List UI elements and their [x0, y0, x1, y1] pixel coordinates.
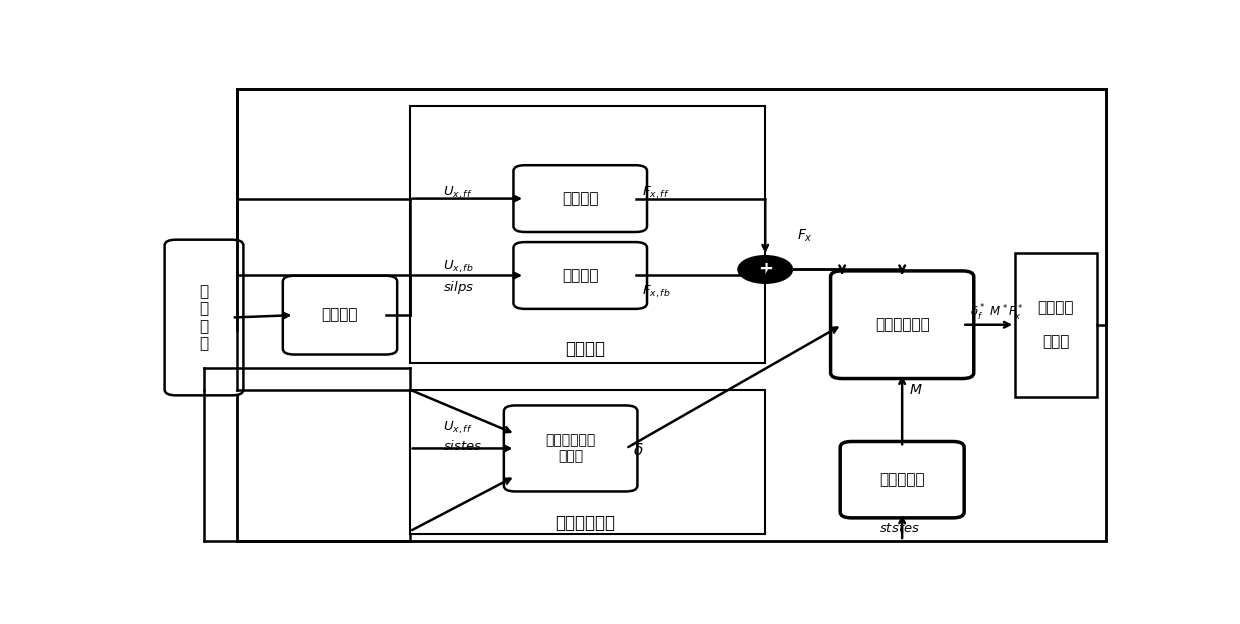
Text: $U_{x,ff}$: $U_{x,ff}$ — [444, 420, 472, 436]
FancyBboxPatch shape — [841, 442, 965, 518]
FancyBboxPatch shape — [831, 271, 973, 379]
Bar — [409, 389, 765, 534]
Text: $ststes$: $ststes$ — [879, 522, 920, 535]
Text: $\delta$: $\delta$ — [632, 442, 644, 457]
Text: 速度规划: 速度规划 — [321, 308, 358, 323]
Text: $M$: $M$ — [909, 383, 923, 397]
Text: $silps$: $silps$ — [444, 279, 475, 296]
Text: $F_{x,fb}$: $F_{x,fb}$ — [642, 284, 671, 300]
FancyBboxPatch shape — [165, 240, 243, 396]
Circle shape — [738, 256, 792, 283]
FancyBboxPatch shape — [513, 165, 647, 232]
Bar — [1016, 253, 1096, 397]
Text: 自适应模型预
测控制: 自适应模型预 测控制 — [546, 433, 595, 464]
Text: $F_x$: $F_x$ — [797, 228, 812, 244]
Text: 博弈协调优化: 博弈协调优化 — [874, 317, 930, 332]
Bar — [409, 106, 765, 363]
FancyBboxPatch shape — [513, 242, 647, 309]
Text: 参
考
路
径: 参 考 路 径 — [200, 284, 208, 351]
Text: 纵向控制: 纵向控制 — [565, 339, 605, 358]
Text: 控制对象

智能车: 控制对象 智能车 — [1038, 300, 1074, 349]
FancyBboxPatch shape — [503, 406, 637, 492]
Text: $U_{x,ff}$: $U_{x,ff}$ — [444, 185, 472, 201]
Text: $sistes$: $sistes$ — [444, 439, 482, 453]
Text: $U_{x,fb}$: $U_{x,fb}$ — [444, 259, 474, 275]
Text: 路径跟踪控制: 路径跟踪控制 — [556, 514, 615, 532]
Text: 纵向反馈: 纵向反馈 — [562, 268, 599, 283]
Text: $F_{x,ff}$: $F_{x,ff}$ — [642, 185, 670, 201]
Text: +: + — [758, 260, 773, 278]
Text: $\delta_f^*\ M^*F_x^*$: $\delta_f^*\ M^*F_x^*$ — [970, 303, 1023, 323]
Text: 纵向前馈: 纵向前馈 — [562, 191, 599, 206]
Text: 稳定性控制: 稳定性控制 — [879, 472, 925, 487]
FancyBboxPatch shape — [283, 276, 397, 354]
